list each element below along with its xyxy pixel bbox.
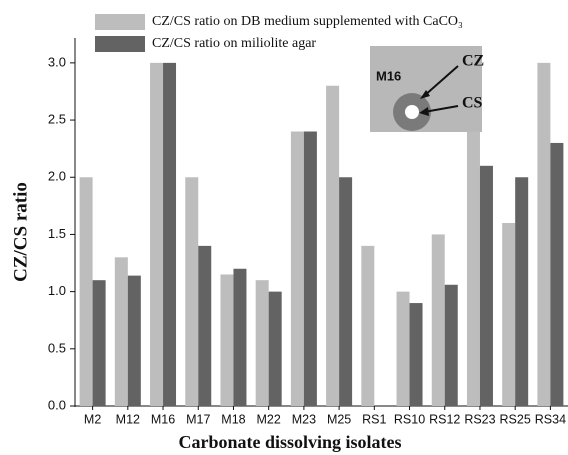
x-tick-label: M18: [221, 412, 245, 426]
arrow: [423, 105, 459, 113]
bar: [255, 280, 269, 406]
y-tick-label: 0.0: [48, 397, 66, 412]
bar: [537, 62, 551, 406]
bar: [163, 62, 177, 406]
colony: [405, 105, 419, 119]
annotation: CZ: [462, 53, 484, 70]
y-tick-label: 0.5: [48, 340, 66, 355]
legend-swatch: [95, 14, 145, 30]
legend-swatch: [95, 36, 145, 52]
bar: [303, 131, 317, 406]
bar: [326, 85, 340, 406]
bar: [92, 280, 106, 406]
arrow-head: [419, 107, 429, 116]
bar: [127, 275, 141, 406]
x-axis-title: Carbonate dissolving isolates: [178, 432, 401, 452]
bar: [431, 234, 445, 406]
x-tick-label: RS25: [500, 412, 531, 426]
inset-photo: M16 CZ CS: [370, 46, 484, 132]
bar: [550, 142, 564, 406]
bar: [290, 131, 304, 406]
bar: [198, 245, 212, 406]
annotation: M16: [376, 68, 401, 83]
bar: [150, 62, 164, 406]
y-tick-label: 2.0: [48, 169, 66, 184]
bar: [396, 291, 410, 406]
x-tick-label: M17: [186, 412, 210, 426]
y-axis-title: CZ/CS ratio: [10, 182, 31, 282]
x-tick-label: M2: [84, 412, 101, 426]
bar: [79, 177, 93, 406]
bar: [466, 131, 480, 406]
bar: [114, 257, 128, 406]
x-tick-label: RS10: [394, 412, 425, 426]
x-tick-label: RS12: [429, 412, 460, 426]
y-tick-label: 1.5: [48, 226, 66, 241]
x-tick-label: M23: [292, 412, 316, 426]
bar: [268, 291, 282, 406]
bar: [444, 284, 458, 406]
y-tick-label: 1.0: [48, 283, 66, 298]
legend-label: CZ/CS ratio on DB medium supplemented wi…: [152, 14, 463, 29]
bar: [409, 303, 423, 406]
annotation: CS: [462, 95, 483, 112]
bar: [515, 177, 529, 406]
y-tick-label: 2.5: [48, 112, 66, 127]
bar: [233, 268, 247, 406]
x-tick-label: M25: [327, 412, 351, 426]
x-tick-label: RS23: [464, 412, 495, 426]
bar: [361, 245, 375, 406]
bar: [479, 165, 493, 406]
bar: [220, 274, 234, 406]
x-tick-label: M22: [257, 412, 281, 426]
x-tick-label: RS1: [362, 412, 386, 426]
bar: [339, 177, 353, 406]
arrow: [423, 65, 459, 97]
legend-label: CZ/CS ratio on miliolite agar: [152, 36, 316, 51]
arrow-head: [420, 90, 430, 99]
x-tick-label: M16: [151, 412, 175, 426]
x-tick-label: RS34: [535, 412, 566, 426]
y-tick-label: 3.0: [48, 54, 66, 69]
x-tick-label: M12: [116, 412, 140, 426]
bar: [502, 223, 516, 406]
bar: [185, 177, 199, 406]
